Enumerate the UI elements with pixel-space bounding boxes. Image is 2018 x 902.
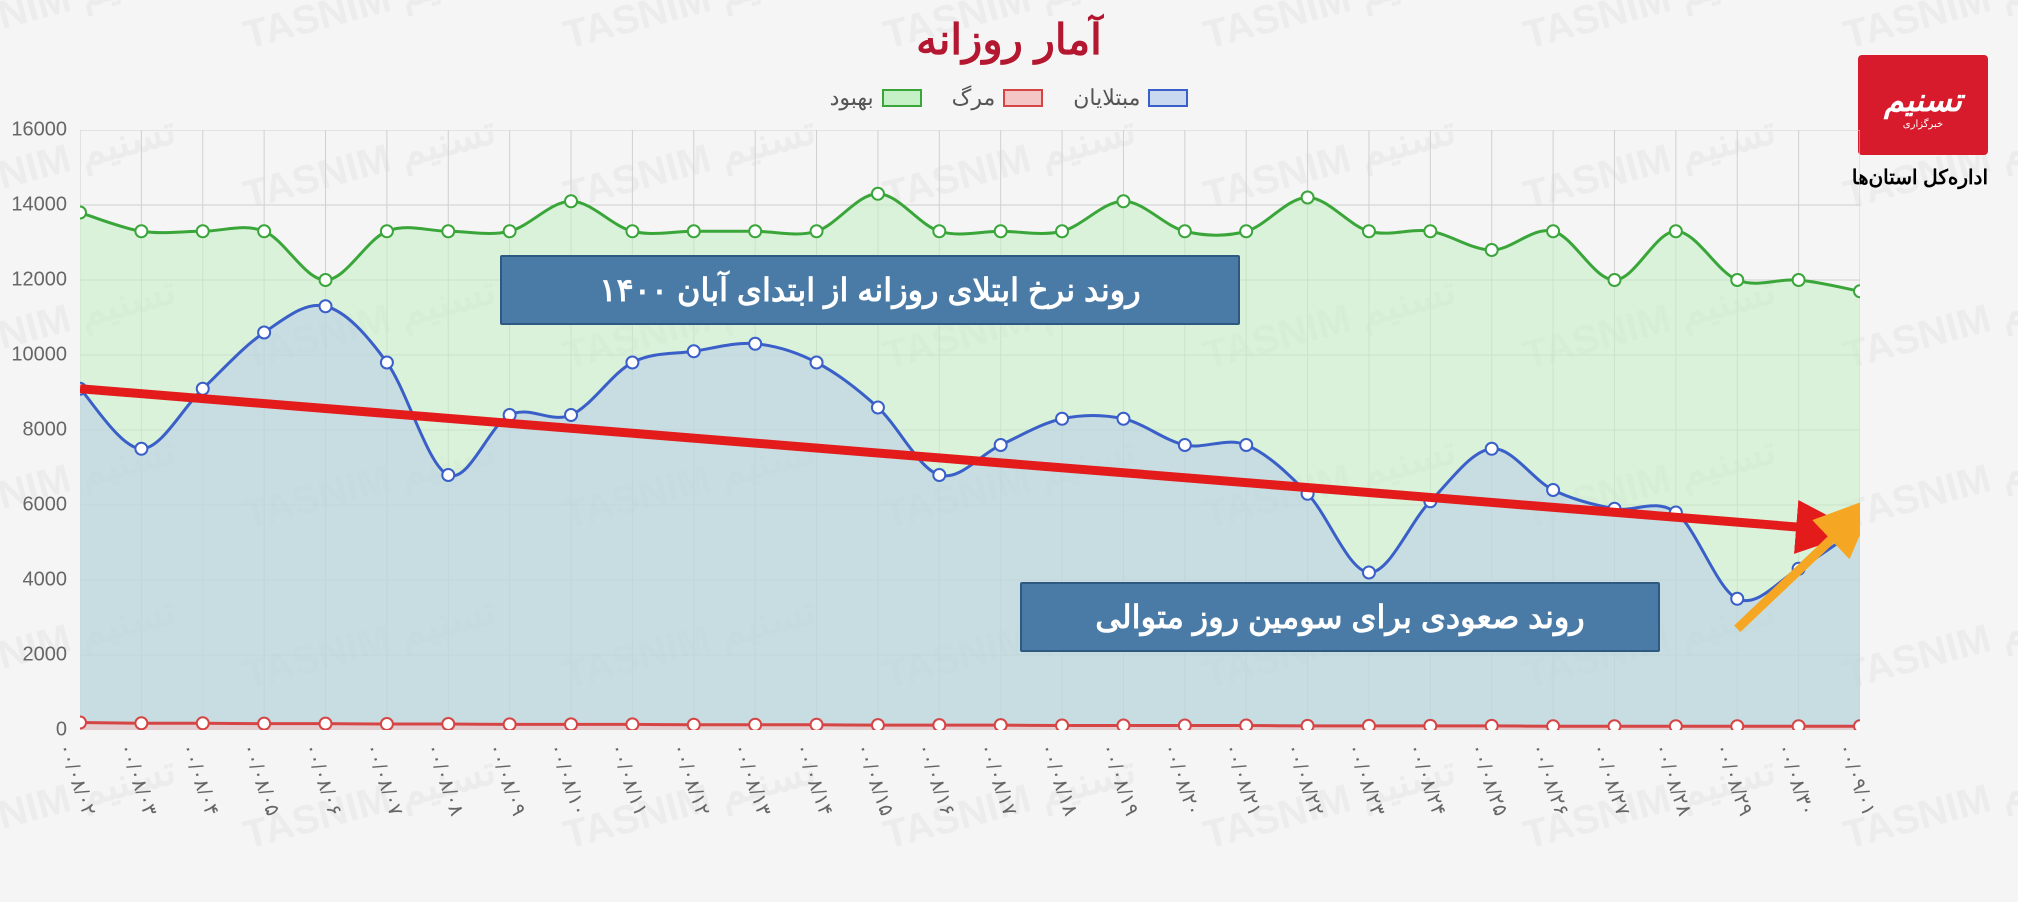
x-tick: ۰۰/۰۸/۰۶ <box>298 740 347 820</box>
logo-sub: خبرگزاری <box>1903 119 1943 130</box>
logo-caption: اداره‌کل استان‌ها <box>1852 165 1988 190</box>
x-tick: ۰۰/۰۸/۲۲ <box>1280 740 1329 820</box>
y-tick: 12000 <box>11 269 67 292</box>
x-tick: ۰۰/۰۸/۲۱ <box>1218 740 1267 820</box>
legend: مبتلایان مرگ بهبود <box>0 85 2018 111</box>
x-tick: ۰۰/۰۸/۰۳ <box>114 740 163 820</box>
x-tick: ۰۰/۰۸/۱۰ <box>543 740 592 820</box>
y-tick: 6000 <box>23 494 68 517</box>
x-tick: ۰۰/۰۸/۱۲ <box>666 740 715 820</box>
x-tick: ۰۰/۰۸/۲۷ <box>1587 740 1636 820</box>
y-tick: 8000 <box>23 419 68 442</box>
x-tick: ۰۰/۰۸/۱۸ <box>1034 740 1083 820</box>
x-tick: ۰۰/۰۸/۲۴ <box>1403 740 1452 820</box>
brand-logo: تسنیم خبرگزاری <box>1858 55 1988 155</box>
x-tick: ۰۰/۰۸/۳۰ <box>1771 740 1820 820</box>
x-tick: ۰۰/۰۸/۰۹ <box>482 740 531 820</box>
legend-label: مبتلایان <box>1073 85 1140 111</box>
x-tick: ۰۰/۰۸/۰۸ <box>420 740 469 820</box>
chart-title: آمار روزانه <box>0 15 2018 64</box>
x-tick: ۰۰/۰۸/۱۶ <box>912 740 961 820</box>
x-tick: ۰۰/۰۸/۱۹ <box>1096 740 1145 820</box>
y-tick: 16000 <box>11 119 67 142</box>
logo-main: تسنیم <box>1884 81 1962 119</box>
y-tick: 0 <box>56 719 67 742</box>
legend-label: بهبود <box>830 85 874 111</box>
legend-swatch <box>1003 89 1043 107</box>
x-tick: ۰۰/۰۸/۱۴ <box>789 740 838 820</box>
x-tick: ۰۰/۰۹/۰۱ <box>1832 740 1881 820</box>
x-tick: ۰۰/۰۸/۲۰ <box>1157 740 1206 820</box>
legend-item-2[interactable]: بهبود <box>830 85 922 111</box>
x-tick: ۰۰/۰۸/۲۸ <box>1648 740 1697 820</box>
x-tick: ۰۰/۰۸/۲۵ <box>1464 740 1513 820</box>
legend-item-0[interactable]: مبتلایان <box>1073 85 1188 111</box>
x-tick: ۰۰/۰۸/۲۳ <box>1341 740 1390 820</box>
y-tick: 2000 <box>23 644 68 667</box>
x-tick: ۰۰/۰۸/۰۵ <box>236 740 285 820</box>
x-tick: ۰۰/۰۸/۰۷ <box>359 740 408 820</box>
y-tick: 10000 <box>11 344 67 367</box>
y-axis: 0200040006000800010000120001400016000 <box>0 130 75 730</box>
y-tick: 14000 <box>11 194 67 217</box>
y-tick: 4000 <box>23 569 68 592</box>
x-axis: ۰۰/۰۸/۰۲۰۰/۰۸/۰۳۰۰/۰۸/۰۴۰۰/۰۸/۰۵۰۰/۰۸/۰۶… <box>80 735 1860 885</box>
legend-label: مرگ <box>952 85 996 111</box>
x-tick: ۰۰/۰۸/۱۵ <box>850 740 899 820</box>
x-tick: ۰۰/۰۸/۰۲ <box>52 740 101 820</box>
legend-item-1[interactable]: مرگ <box>952 85 1044 111</box>
x-tick: ۰۰/۰۸/۲۶ <box>1525 740 1574 820</box>
legend-swatch <box>882 89 922 107</box>
x-tick: ۰۰/۰۸/۱۷ <box>973 740 1022 820</box>
annotation-top: روند نرخ ابتلای روزانه از ابتدای آبان ۱۴… <box>500 255 1240 325</box>
annotation-bottom: روند صعودی برای سومین روز متوالی <box>1020 582 1660 652</box>
x-tick: ۰۰/۰۸/۱۳ <box>727 740 776 820</box>
x-tick: ۰۰/۰۸/۲۹ <box>1709 740 1758 820</box>
x-tick: ۰۰/۰۸/۱۱ <box>605 740 654 820</box>
legend-swatch <box>1148 89 1188 107</box>
x-tick: ۰۰/۰۸/۰۴ <box>175 740 224 820</box>
